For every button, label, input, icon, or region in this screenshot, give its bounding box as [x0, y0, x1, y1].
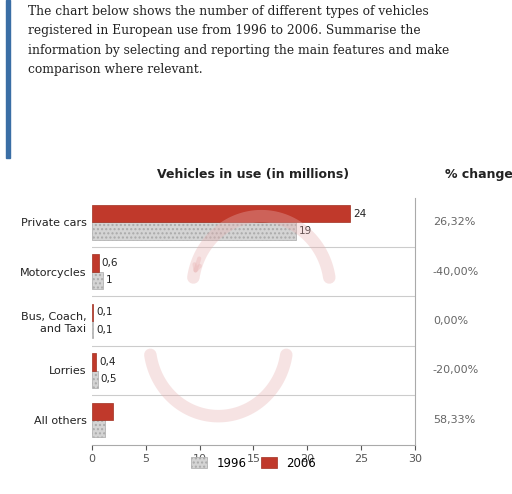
- Bar: [92, 353, 96, 370]
- Bar: [92, 254, 99, 272]
- Text: % change: % change: [445, 167, 512, 181]
- Text: 19: 19: [299, 226, 312, 236]
- Bar: [92, 321, 93, 338]
- Text: 58,33%: 58,33%: [433, 415, 475, 425]
- Legend: 1996, 2006: 1996, 2006: [190, 456, 316, 470]
- Bar: [92, 403, 113, 420]
- Text: Vehicles in use (in millions): Vehicles in use (in millions): [157, 167, 350, 181]
- Bar: [6, 0, 10, 158]
- Bar: [92, 304, 93, 321]
- Text: 0,6: 0,6: [101, 258, 118, 268]
- Text: 0,4: 0,4: [99, 357, 116, 367]
- Bar: [92, 272, 103, 289]
- Text: -20,00%: -20,00%: [433, 366, 479, 375]
- Text: The chart below shows the number of different types of vehicles
registered in Eu: The chart below shows the number of diff…: [28, 5, 450, 76]
- Text: 26,32%: 26,32%: [433, 217, 475, 227]
- Bar: [92, 205, 350, 222]
- Text: -40,00%: -40,00%: [433, 267, 479, 277]
- Text: 0,5: 0,5: [100, 374, 117, 384]
- Text: 24: 24: [353, 208, 366, 219]
- Bar: [92, 222, 296, 240]
- Text: 0,1: 0,1: [96, 307, 113, 318]
- Text: 1: 1: [105, 275, 112, 286]
- Bar: [92, 370, 97, 388]
- Text: 0,1: 0,1: [96, 325, 113, 335]
- Text: 0,00%: 0,00%: [433, 316, 468, 326]
- Bar: [92, 420, 105, 437]
